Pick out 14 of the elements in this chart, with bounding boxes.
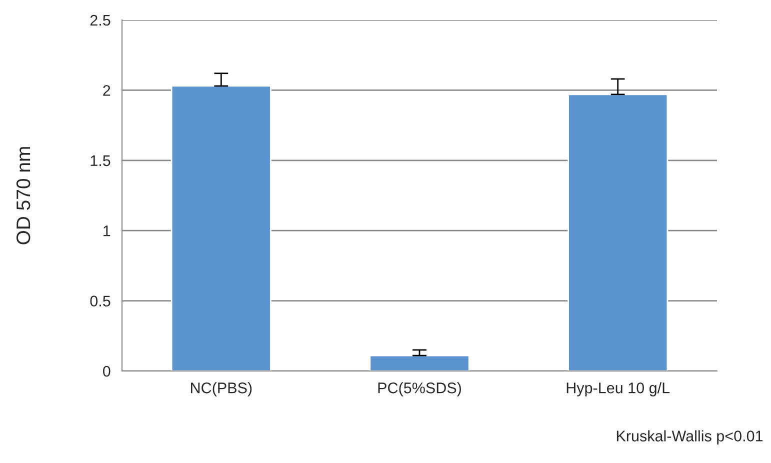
x-tick-label: PC(5%SDS) [378,382,461,396]
bar [568,94,668,371]
y-tick-label: 1 [104,226,110,236]
text: Kruskal-Wallis p<0.01 [616,430,763,444]
y-tick-label: 1.5 [90,155,110,166]
bar [369,354,470,371]
y-tick-label: 0.5 [90,296,110,306]
bar [170,85,272,371]
y-tick-label: 0 [102,366,110,377]
y-tick-label: 2 [103,85,110,96]
y-axis-title: OD 570 nm [16,147,30,244]
x-tick-label: Hyp-Leu 10 g/L [566,382,670,396]
x-tick-label: NC(PBS) [191,382,252,396]
y-tick-label: 2.5 [90,14,110,26]
